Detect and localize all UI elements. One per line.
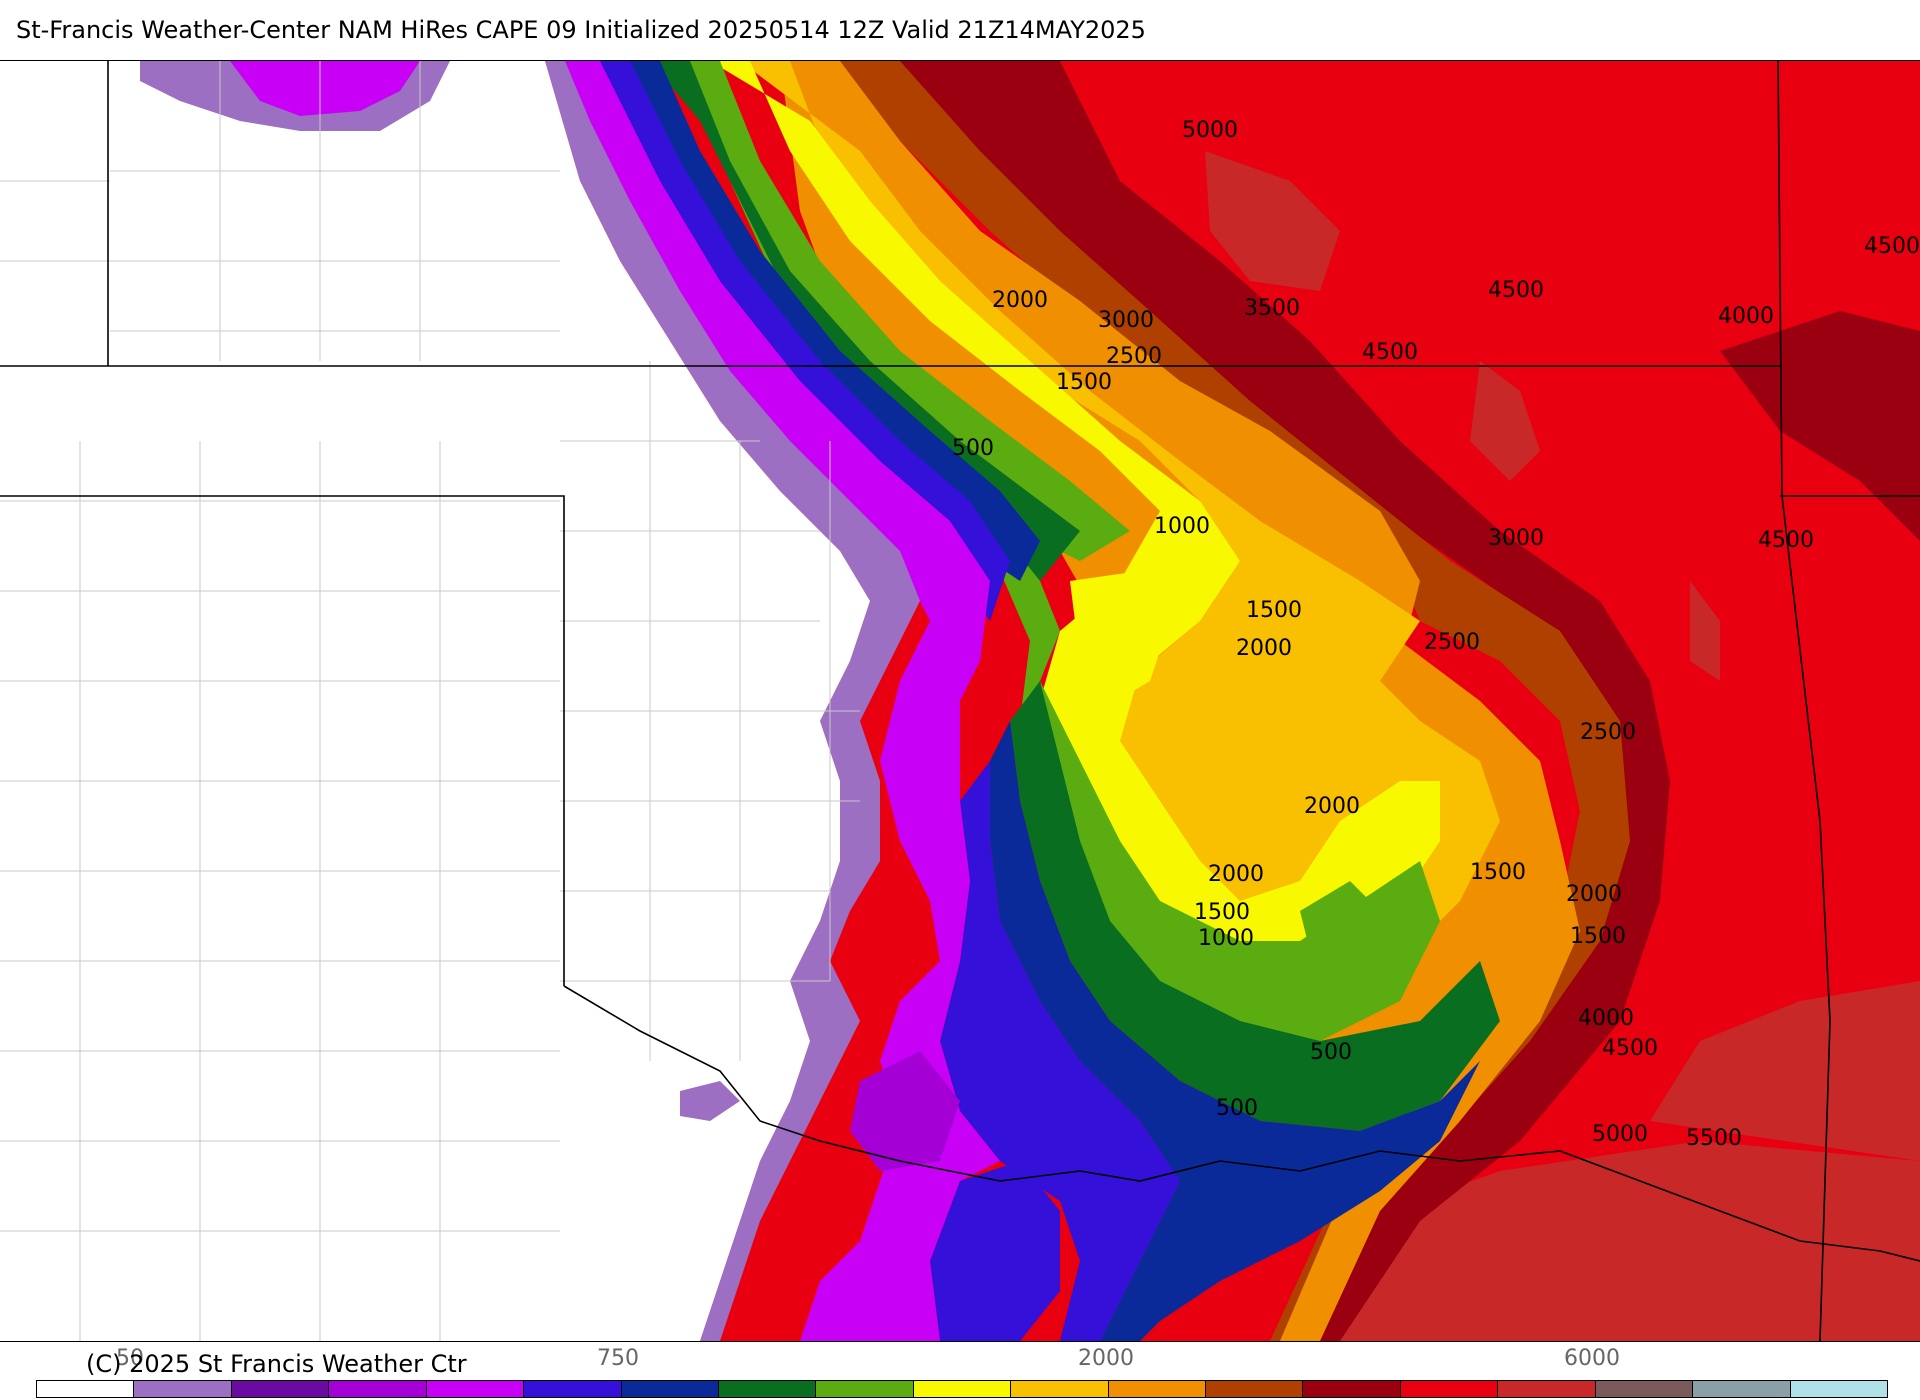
contour-label: 1000 <box>1198 926 1254 951</box>
contour-label: 5000 <box>1592 1122 1648 1147</box>
colorbar-swatch <box>1790 1381 1888 1397</box>
contour-label: 3000 <box>1098 308 1154 333</box>
cape-region-darkgreen-south <box>1010 681 1500 1131</box>
contour-label: 3500 <box>1244 296 1300 321</box>
map-canvas: 5000 4500 4500 4000 3500 4500 3000 2500 … <box>0 61 1920 1341</box>
colorbar-swatch <box>426 1381 525 1397</box>
contour-label: 1500 <box>1056 370 1112 395</box>
cape-map: 5000 4500 4500 4000 3500 4500 3000 2500 … <box>0 60 1920 1342</box>
contour-label: 2500 <box>1580 720 1636 745</box>
contour-label: 1500 <box>1570 924 1626 949</box>
cape-region-purple-blob <box>680 1081 740 1121</box>
county-lines <box>0 61 860 1341</box>
contour-label: 2000 <box>992 288 1048 313</box>
cape-region-gold <box>740 61 1500 1021</box>
contour-label: 1500 <box>1246 598 1302 623</box>
colorbar-swatch <box>1693 1381 1791 1397</box>
colorbar-swatch <box>913 1381 1012 1397</box>
contour-label: 5000 <box>1182 118 1238 143</box>
cape-region-crimson-east <box>1650 981 1920 1161</box>
contour-label: 4500 <box>1864 234 1920 259</box>
colorbar-tick-label: 2000 <box>1078 1346 1134 1371</box>
contour-label: 500 <box>1310 1040 1352 1065</box>
colorbar-swatch <box>718 1381 817 1397</box>
cape-region-violet-south <box>850 1051 960 1171</box>
colorbar-swatch <box>1400 1381 1499 1397</box>
contour-label: 4500 <box>1362 340 1418 365</box>
cape-region-magenta <box>560 61 1000 1341</box>
colorbar-swatch <box>329 1381 427 1397</box>
contour-label: 2000 <box>1304 794 1360 819</box>
cape-region-blue-sw <box>930 1161 1060 1341</box>
contour-label: 2500 <box>1424 630 1480 655</box>
contour-label: 2500 <box>1106 344 1162 369</box>
cape-region-crimson-e2 <box>1690 581 1720 681</box>
colorbar-swatch <box>37 1381 135 1397</box>
colorbar-swatch <box>1498 1381 1596 1397</box>
colorbar-swatch <box>231 1381 330 1397</box>
contour-label: 5500 <box>1686 1126 1742 1151</box>
cape-region-yellow <box>710 61 1440 961</box>
colorbar-swatch <box>621 1381 719 1397</box>
cape-region-crimson-ne <box>1205 151 1340 291</box>
contour-label: 4000 <box>1578 1006 1634 1031</box>
state-borders <box>0 61 1920 1341</box>
colorbar-swatch <box>524 1381 622 1397</box>
cape-region-darkred <box>880 61 1670 1341</box>
contour-label: 500 <box>1216 1096 1258 1121</box>
colorbar-swatch <box>1108 1381 1207 1397</box>
cape-region-orange <box>780 61 1580 1341</box>
contour-label: 500 <box>952 436 994 461</box>
cape-region-darkred-fareast <box>1720 311 1920 541</box>
contour-label: 1000 <box>1154 514 1210 539</box>
copyright-text: (C) 2025 St Francis Weather Ctr <box>86 1350 467 1378</box>
colorbar-swatch <box>816 1381 914 1397</box>
cape-region-yellow-west <box>1070 571 1170 711</box>
contour-label: 2000 <box>1566 882 1622 907</box>
cape-region-blue-south <box>940 761 1180 1341</box>
contour-label: 1500 <box>1194 900 1250 925</box>
contour-labels: 5000 4500 4500 4000 3500 4500 3000 2500 … <box>952 118 1920 1151</box>
cape-region-magenta-north <box>230 61 420 116</box>
cape-region-green-inner <box>1300 881 1390 961</box>
colorbar-legend: (C) 2025 St Francis Weather Ctr 50 750 2… <box>0 1340 1920 1400</box>
cape-region-blue <box>590 61 1010 621</box>
contour-label: 3000 <box>1488 526 1544 551</box>
colorbar-swatch <box>1206 1381 1304 1397</box>
contour-label: 4000 <box>1718 304 1774 329</box>
cape-region-navy <box>620 61 1040 581</box>
colorbar-tick-label: 750 <box>597 1346 639 1371</box>
contour-label: 2000 <box>1208 862 1264 887</box>
colorbar-tick-label: 50 <box>116 1346 144 1371</box>
map-title: St-Francis Weather-Center NAM HiRes CAPE… <box>16 16 1146 44</box>
cape-region-darkgreen <box>650 61 1080 581</box>
contour-label: 4500 <box>1758 528 1814 553</box>
colorbar <box>36 1380 1888 1398</box>
contour-label: 2000 <box>1236 636 1292 661</box>
colorbar-tick-label: 6000 <box>1564 1346 1620 1371</box>
cape-region-none-west <box>0 61 870 1341</box>
contour-label: 4500 <box>1488 278 1544 303</box>
colorbar-swatch <box>1303 1381 1401 1397</box>
colorbar-swatch <box>1595 1381 1694 1397</box>
cape-region-purple <box>545 61 920 1341</box>
colorbar-swatch <box>1011 1381 1109 1397</box>
colorbar-swatch <box>134 1381 232 1397</box>
cape-region-crimson-n2 <box>1470 361 1540 481</box>
contour-label: 4500 <box>1602 1036 1658 1061</box>
contour-label: 1500 <box>1470 860 1526 885</box>
cape-region-navy-south <box>990 721 1480 1341</box>
